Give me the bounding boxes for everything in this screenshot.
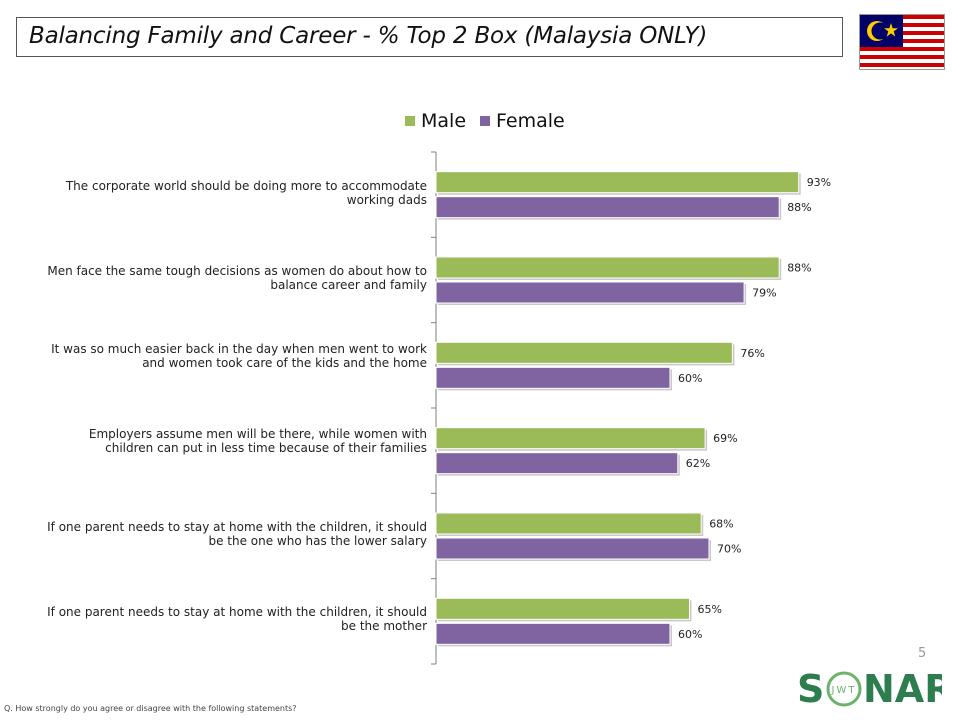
slide-title: Balancing Family and Career - % Top 2 Bo… <box>29 23 708 49</box>
category-label-5: If one parent needs to stay at home with… <box>47 520 427 548</box>
bar-female-4 <box>435 452 679 475</box>
bar-male-5 <box>435 512 702 535</box>
legend-swatch-male <box>405 116 415 126</box>
data-label-male-2: 88% <box>787 262 811 275</box>
svg-text:NAR: NAR <box>863 667 942 711</box>
svg-text:JWT: JWT <box>831 685 857 696</box>
category-label-6: If one parent needs to stay at home with… <box>47 605 427 633</box>
bar-female-1 <box>435 196 780 219</box>
data-label-female-6: 60% <box>678 628 702 641</box>
data-label-female-4: 62% <box>686 457 710 470</box>
page-number: 5 <box>918 646 927 661</box>
category-label-3: It was so much easier back in the day wh… <box>51 342 427 370</box>
svg-text:S: S <box>797 667 824 711</box>
bar-male-6 <box>435 597 690 620</box>
bar-female-3 <box>435 366 671 389</box>
sonar-jwt-logo: S JWT NAR <box>797 663 953 713</box>
legend-label-male: Male <box>421 110 467 132</box>
legend-item-male: Male <box>405 110 466 132</box>
bar-male-2 <box>435 256 780 279</box>
title-box: Balancing Family and Career - % Top 2 Bo… <box>16 17 843 57</box>
bar-male-4 <box>435 427 706 450</box>
chart-legend: Male Female <box>405 110 565 132</box>
category-label-4: Employers assume men will be there, whil… <box>88 427 427 455</box>
data-label-female-5: 70% <box>717 543 741 556</box>
legend-swatch-female <box>480 116 491 126</box>
legend-item-female: Female <box>480 110 565 132</box>
malaysia-flag-icon <box>859 14 945 70</box>
bar-female-2 <box>435 281 745 304</box>
bar-female-5 <box>435 537 710 560</box>
bar-male-1 <box>435 171 800 194</box>
data-label-male-5: 68% <box>709 518 733 531</box>
data-label-female-2: 79% <box>752 287 776 300</box>
data-label-male-6: 65% <box>698 603 722 616</box>
category-label-2: Men face the same tough decisions as wom… <box>47 264 427 292</box>
footnote: Q. How strongly do you agree or disagree… <box>4 704 297 713</box>
data-label-male-4: 69% <box>713 432 737 445</box>
bar-male-3 <box>435 341 733 364</box>
bar-female-6 <box>435 622 671 645</box>
data-label-female-3: 60% <box>678 372 702 385</box>
data-label-female-1: 88% <box>787 201 811 214</box>
category-label-1: The corporate world should be doing more… <box>65 179 427 207</box>
data-label-male-1: 93% <box>807 176 831 189</box>
data-label-male-3: 76% <box>740 347 764 360</box>
legend-label-female: Female <box>496 110 565 132</box>
